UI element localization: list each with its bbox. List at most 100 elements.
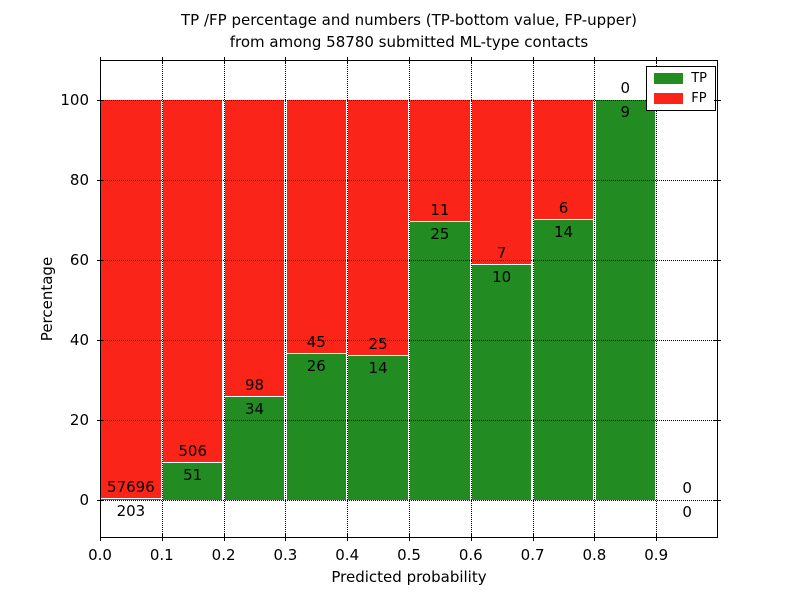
x-tick-mark (285, 57, 287, 64)
x-tick-label: 0.9 (644, 546, 669, 564)
vertical-gridline (347, 60, 349, 538)
x-tick-mark (409, 534, 410, 541)
y-tick-label: 20 (69, 411, 89, 429)
tp-count-label: 25 (430, 225, 450, 244)
x-tick-label: 0.8 (582, 546, 607, 564)
horizontal-gridline (100, 100, 718, 101)
bar-segment-fp (410, 100, 470, 223)
y-tick-mark (97, 100, 104, 101)
bar-segment-tp (410, 222, 470, 500)
bar-segment-tp (533, 220, 594, 500)
y-tick-mark (714, 180, 721, 181)
y-tick-label: 100 (60, 91, 89, 109)
bar-segment-fp (101, 100, 161, 499)
y-tick-mark (97, 420, 104, 421)
fp-count-label: 0 (620, 79, 631, 97)
fp-count-label: 506 (178, 442, 208, 461)
y-tick-label: 40 (69, 331, 89, 349)
plot-area: 0.0 0.1 0.2 0.3 0.4 0.5 0.6 0.7 0.8 0.9 0 20 40 60 80 1… (60, 57, 721, 564)
y-tick-mark (714, 100, 721, 101)
horizontal-gridline (100, 180, 718, 181)
x-tick-label: 0.1 (149, 546, 174, 564)
vertical-gridline (223, 60, 225, 538)
tp-count-label: 203 (116, 501, 146, 520)
tp-count-label: 34 (244, 399, 265, 418)
y-tick-mark (714, 340, 721, 341)
tp-count-label: 51 (183, 466, 203, 485)
tp-count-label: 14 (553, 223, 574, 241)
bar-segment-fp (163, 100, 223, 464)
x-tick-label: 0.7 (520, 546, 545, 564)
tp-count-label: 10 (492, 267, 512, 286)
x-tick-mark (161, 57, 163, 64)
legend: TP FP (646, 66, 716, 111)
bar-segment-fp (533, 100, 594, 220)
horizontal-gridline (100, 500, 718, 501)
x-tick-mark (594, 534, 596, 541)
x-tick-mark (470, 534, 472, 541)
y-tick-mark (97, 500, 104, 501)
y-tick-mark (97, 340, 104, 341)
bar-segment-fp (224, 100, 285, 397)
horizontal-gridline (100, 260, 718, 261)
x-tick-mark (100, 57, 101, 64)
fp-count-label: 6 (558, 199, 569, 217)
vertical-gridline (532, 60, 534, 538)
legend-entry-fp: FP (654, 92, 707, 105)
x-tick-mark (594, 57, 596, 64)
x-tick-mark (223, 534, 225, 541)
vertical-gridline (409, 60, 410, 538)
y-axis-label: Percentage (38, 256, 56, 342)
vertical-gridline (656, 60, 658, 538)
horizontal-gridline (100, 420, 718, 421)
fp-count-label: 25 (368, 335, 388, 354)
fp-count-label: 57696 (107, 477, 155, 496)
fp-count-label: 45 (306, 332, 326, 351)
bar-segment-fp (286, 100, 346, 354)
y-tick-mark (97, 260, 104, 261)
bar-segment-tp (224, 396, 285, 500)
x-tick-mark (409, 57, 410, 64)
x-tick-label: 0.0 (88, 546, 112, 564)
vertical-gridline (285, 60, 287, 538)
x-tick-label: 0.3 (273, 546, 298, 564)
bar-segment-tp (286, 353, 346, 500)
x-tick-label: 0.2 (211, 546, 236, 564)
x-tick-mark (347, 57, 349, 64)
x-tick-label: 0.5 (397, 546, 421, 564)
y-tick-mark (714, 260, 721, 261)
chart-title-line1: TP /FP percentage and numbers (TP-bottom… (181, 11, 637, 29)
x-tick-mark (223, 57, 225, 64)
bar-segment-tp (101, 498, 161, 500)
bar-segment-tp (595, 100, 655, 500)
bar-segment-tp (472, 264, 532, 500)
x-tick-mark (532, 534, 534, 541)
fp-count-label: 98 (244, 375, 265, 394)
y-tick-label: 0 (79, 491, 89, 509)
y-tick-mark (714, 420, 721, 421)
x-tick-label: 0.6 (458, 546, 483, 564)
legend-entry-tp: TP (654, 72, 707, 85)
horizontal-gridline (100, 340, 718, 341)
y-tick-label: 60 (69, 251, 89, 269)
x-tick-label: 0.4 (335, 546, 360, 564)
x-tick-mark (656, 534, 658, 541)
chart-title: TP /FP percentage and numbers (TP-bottom… (100, 9, 718, 53)
tp-count-label: 9 (620, 103, 631, 121)
bar-segment-tp (163, 463, 223, 500)
tp-count-label: 26 (306, 356, 326, 375)
tp-swatch (654, 73, 684, 84)
fp-count-label: 7 (496, 243, 507, 262)
legend-label-fp: FP (691, 91, 707, 106)
bar-segment-fp (348, 100, 408, 357)
x-tick-mark (470, 57, 472, 64)
tp-count-label: 14 (368, 359, 388, 378)
bar-segment-fp (472, 100, 532, 265)
fp-count-label: 0 (682, 479, 692, 497)
x-tick-mark (532, 57, 534, 64)
vertical-gridline (161, 60, 163, 538)
vertical-gridline (594, 60, 596, 538)
y-tick-mark (714, 500, 721, 501)
x-tick-mark (285, 534, 287, 541)
bar-segment-tp (348, 356, 408, 500)
